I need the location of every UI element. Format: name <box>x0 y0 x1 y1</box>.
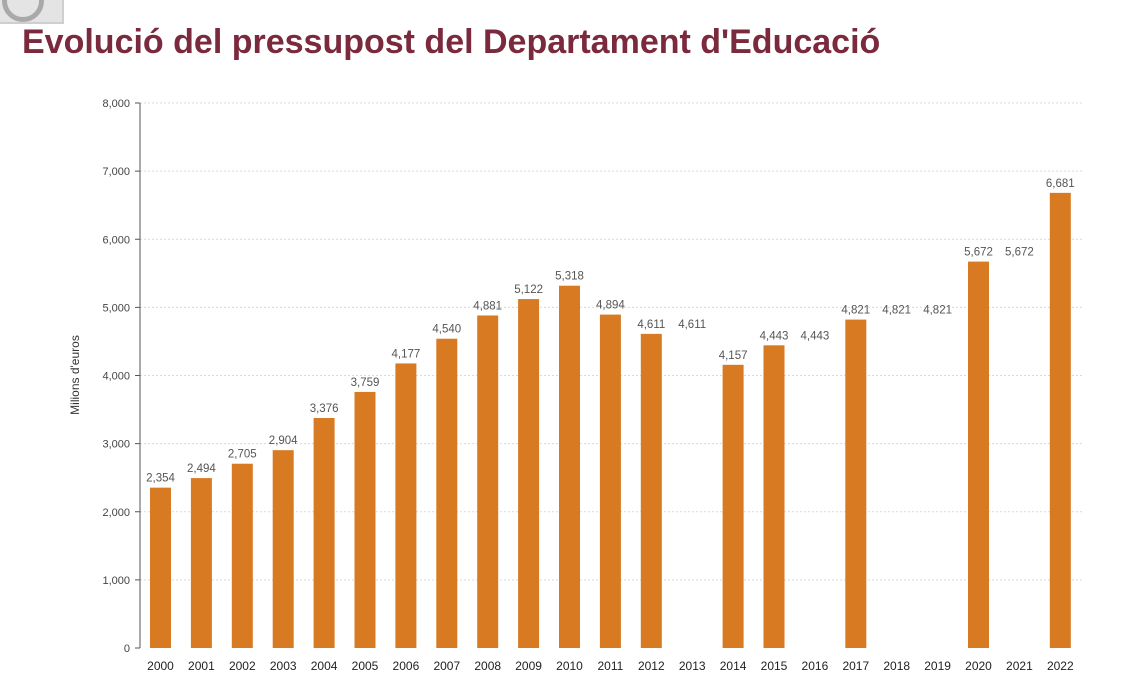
bar <box>640 333 662 648</box>
x-tick-label: 2011 <box>597 659 623 673</box>
bar <box>845 319 867 648</box>
data-label: 4,894 <box>596 300 625 312</box>
data-label: 2,354 <box>146 473 175 485</box>
corner-logo-fragment <box>0 0 64 24</box>
chart-title: Evolució del pressupost del Departament … <box>22 23 881 61</box>
bar <box>436 338 458 648</box>
data-label: 4,611 <box>637 319 665 331</box>
data-label: 3,376 <box>310 403 339 415</box>
data-labels: 2,354 2,494 2,705 2,904 3,376 3,759 4,177 4,540… <box>146 178 1075 485</box>
x-tick-label: 2014 <box>720 659 747 673</box>
data-label: 4,443 <box>801 330 830 342</box>
y-tick-label: 2,000 <box>102 507 130 519</box>
y-tick-label: 1,000 <box>102 575 130 587</box>
data-label: 4,611 <box>678 319 706 331</box>
data-label: 4,177 <box>392 348 421 360</box>
data-label: 6,681 <box>1046 178 1075 190</box>
x-tick-label: 2007 <box>433 659 460 673</box>
data-label: 3,759 <box>351 377 380 389</box>
data-label: 4,157 <box>719 350 748 362</box>
bar <box>477 315 499 648</box>
data-label: 4,443 <box>760 330 789 342</box>
bar <box>272 450 294 648</box>
data-label: 4,540 <box>432 324 461 336</box>
x-tick-label: 2005 <box>352 659 379 673</box>
x-tick-label: 2000 <box>147 659 174 673</box>
axes <box>135 102 141 649</box>
bar <box>1049 192 1071 648</box>
x-tick-label: 2006 <box>393 659 420 673</box>
y-tick-label: 0 <box>124 643 130 655</box>
bar <box>150 487 171 648</box>
bars <box>150 192 1071 648</box>
bar <box>518 299 540 648</box>
bar <box>599 314 621 648</box>
x-tick-label: 2001 <box>188 659 215 673</box>
x-tick-label: 2002 <box>229 659 256 673</box>
data-label: 2,904 <box>269 435 298 447</box>
y-tick-label: 4,000 <box>102 371 130 383</box>
bar <box>559 285 580 648</box>
x-tick-label: 2018 <box>883 659 910 673</box>
x-tick-label: 2013 <box>679 659 706 673</box>
bar <box>190 478 212 648</box>
x-tick-label: 2008 <box>474 659 501 673</box>
x-tick-label: 2003 <box>270 659 297 673</box>
data-label: 4,821 <box>882 305 911 317</box>
x-tick-label: 2012 <box>638 659 665 673</box>
x-tick-label: 2019 <box>924 659 951 673</box>
data-label: 5,672 <box>1005 247 1034 259</box>
bar <box>763 345 785 648</box>
y-tick-label: 7,000 <box>102 166 130 178</box>
y-axis-title: Milions d'euros <box>68 335 82 415</box>
bar <box>313 418 335 648</box>
x-tick-labels: 2000 2001 2002 2003 2004 2005 2006 2007 2008 2009… <box>147 659 1074 673</box>
x-tick-label: 2009 <box>515 659 542 673</box>
y-tick-label: 6,000 <box>102 234 130 246</box>
x-tick-label: 2016 <box>802 659 829 673</box>
x-tick-label: 2004 <box>311 659 338 673</box>
x-tick-label: 2015 <box>761 659 788 673</box>
data-label: 4,821 <box>841 305 870 317</box>
y-tick-label: 3,000 <box>102 439 130 451</box>
data-label: 2,705 <box>228 449 257 461</box>
y-tick-label: 8,000 <box>102 98 130 110</box>
bar <box>722 364 744 648</box>
bar <box>395 363 417 648</box>
x-tick-label: 2021 <box>1006 659 1033 673</box>
data-label: 4,821 <box>923 305 952 317</box>
data-label: 4,881 <box>473 300 502 312</box>
x-tick-label: 2017 <box>842 659 869 673</box>
y-tick-labels: 0 1,000 2,000 3,000 4,000 5,000 6,000 7,000 8,00… <box>102 98 130 655</box>
bar <box>231 463 253 648</box>
data-label: 5,122 <box>514 284 543 296</box>
data-label: 5,672 <box>964 247 993 259</box>
x-tick-label: 2022 <box>1047 659 1074 673</box>
x-tick-label: 2020 <box>965 659 992 673</box>
data-label: 2,494 <box>187 463 216 475</box>
bar <box>968 261 989 648</box>
y-tick-label: 5,000 <box>102 302 130 314</box>
x-tick-label: 2010 <box>556 659 583 673</box>
data-label: 5,318 <box>555 271 584 283</box>
bar <box>354 391 376 648</box>
